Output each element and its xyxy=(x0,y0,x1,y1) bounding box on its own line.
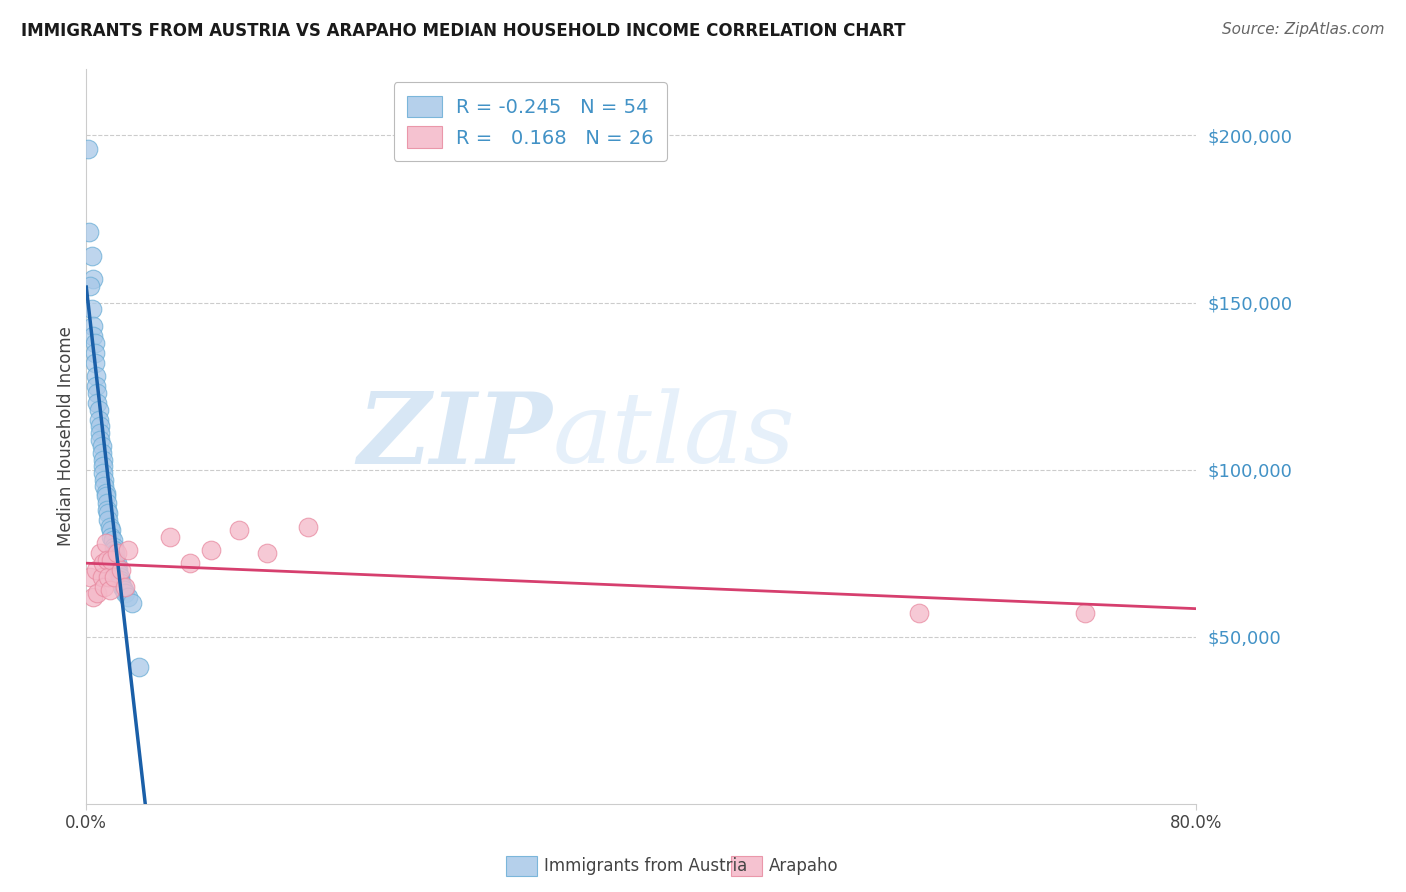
Point xyxy=(96,553,118,567)
Point xyxy=(108,569,131,583)
Point xyxy=(94,486,117,500)
Point xyxy=(97,569,120,583)
Point xyxy=(103,569,125,583)
Point xyxy=(179,556,201,570)
Point xyxy=(76,142,98,156)
Point xyxy=(112,582,135,597)
Point xyxy=(105,546,128,560)
Point xyxy=(117,590,139,604)
Point xyxy=(79,278,101,293)
Point xyxy=(100,553,122,567)
Point xyxy=(89,425,111,440)
Point xyxy=(100,530,122,544)
Point xyxy=(91,466,114,480)
Point xyxy=(908,607,931,621)
Point xyxy=(79,569,101,583)
Point xyxy=(114,586,136,600)
Point xyxy=(77,225,100,239)
Point xyxy=(228,523,250,537)
Point xyxy=(159,530,181,544)
Legend: R = -0.245   N = 54, R =   0.168   N = 26: R = -0.245 N = 54, R = 0.168 N = 26 xyxy=(394,82,666,161)
Point xyxy=(91,452,114,467)
Point xyxy=(96,503,118,517)
Point xyxy=(100,523,122,537)
Point xyxy=(87,402,110,417)
Point xyxy=(98,582,121,597)
Point xyxy=(97,506,120,520)
Point xyxy=(108,573,131,587)
Point xyxy=(91,459,114,474)
Text: Source: ZipAtlas.com: Source: ZipAtlas.com xyxy=(1222,22,1385,37)
Point xyxy=(93,473,115,487)
Point xyxy=(101,533,124,547)
Point xyxy=(121,596,143,610)
Point xyxy=(83,356,105,370)
Point xyxy=(94,536,117,550)
Point xyxy=(86,385,108,400)
Text: Immigrants from Austria: Immigrants from Austria xyxy=(544,857,748,875)
Point xyxy=(82,329,104,343)
Point xyxy=(93,479,115,493)
Point xyxy=(90,446,112,460)
Point xyxy=(1074,607,1097,621)
Point xyxy=(104,553,127,567)
Point xyxy=(90,439,112,453)
Point xyxy=(110,576,132,591)
Point xyxy=(256,546,278,560)
Point xyxy=(90,569,112,583)
Point xyxy=(117,542,139,557)
Point xyxy=(86,396,108,410)
Point xyxy=(94,490,117,504)
Point xyxy=(80,249,103,263)
Point xyxy=(98,519,121,533)
Point xyxy=(86,586,108,600)
Point xyxy=(87,412,110,426)
Point xyxy=(82,318,104,333)
Point xyxy=(107,563,129,577)
Point xyxy=(105,559,128,574)
Point xyxy=(114,580,136,594)
Y-axis label: Median Household Income: Median Household Income xyxy=(58,326,75,546)
Point xyxy=(105,556,128,570)
Point xyxy=(96,496,118,510)
Point xyxy=(89,433,111,447)
Point xyxy=(89,419,111,434)
Point xyxy=(82,272,104,286)
Point xyxy=(110,563,132,577)
Point xyxy=(83,335,105,350)
Point xyxy=(128,660,150,674)
Point xyxy=(89,546,111,560)
Point xyxy=(103,540,125,554)
Point xyxy=(84,379,107,393)
Text: IMMIGRANTS FROM AUSTRIA VS ARAPAHO MEDIAN HOUSEHOLD INCOME CORRELATION CHART: IMMIGRANTS FROM AUSTRIA VS ARAPAHO MEDIA… xyxy=(21,22,905,40)
Text: Arapaho: Arapaho xyxy=(769,857,839,875)
Point xyxy=(103,542,125,557)
Point xyxy=(107,566,129,581)
Point xyxy=(83,345,105,359)
Point xyxy=(200,542,222,557)
Text: atlas: atlas xyxy=(553,389,796,483)
Point xyxy=(82,590,104,604)
Point xyxy=(104,546,127,560)
Point xyxy=(91,556,114,570)
Point xyxy=(111,580,134,594)
Point xyxy=(84,563,107,577)
Point xyxy=(93,580,115,594)
Point xyxy=(97,513,120,527)
Point xyxy=(297,519,319,533)
Point xyxy=(84,369,107,384)
Point xyxy=(80,302,103,317)
Text: ZIP: ZIP xyxy=(357,388,553,484)
